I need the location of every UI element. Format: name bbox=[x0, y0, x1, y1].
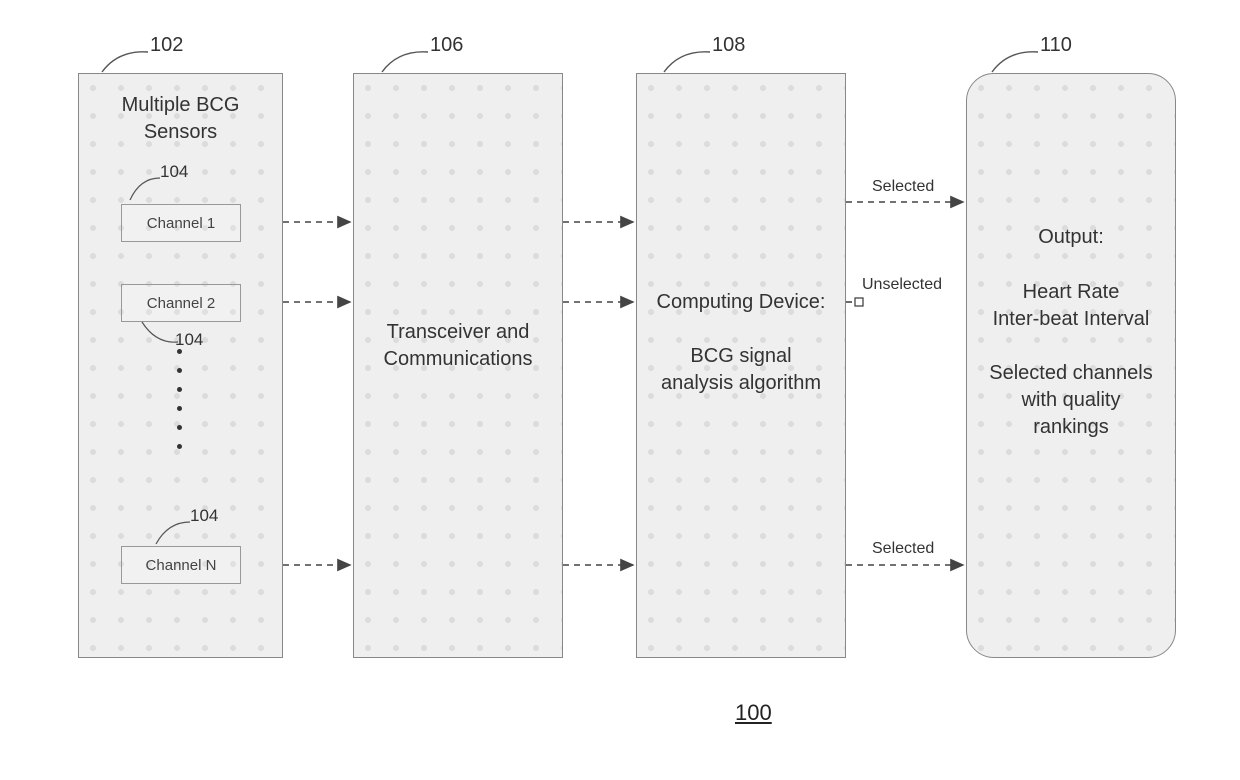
output-heading: Output: bbox=[967, 224, 1175, 251]
output-line-1: Heart Rate bbox=[1023, 281, 1120, 303]
channel-1-label: Channel 1 bbox=[147, 215, 215, 232]
channel-ellipsis bbox=[177, 349, 182, 449]
output-line-5: with quality bbox=[1022, 389, 1121, 411]
channel-2-box: Channel 2 bbox=[121, 284, 241, 322]
ref-110: 110 bbox=[1040, 34, 1072, 57]
channel-1-box: Channel 1 bbox=[121, 204, 241, 242]
leader-102 bbox=[100, 48, 150, 74]
output-line-2: Inter-beat Interval bbox=[993, 308, 1150, 330]
channel-n-box: Channel N bbox=[121, 546, 241, 584]
output-text: Heart Rate Inter-beat Interval Selected … bbox=[967, 279, 1175, 441]
arrow-label-selected-1: Selected bbox=[872, 178, 934, 196]
computing-line-4: analysis algorithm bbox=[661, 372, 821, 394]
ref-108: 108 bbox=[712, 34, 745, 57]
computing-line-3: BCG signal bbox=[690, 345, 791, 367]
leader-106 bbox=[380, 48, 430, 74]
transceiver-block: Transceiver and Communications bbox=[353, 73, 563, 658]
output-block: Output: Heart Rate Inter-beat Interval S… bbox=[966, 73, 1176, 658]
output-line-4: Selected channels bbox=[989, 362, 1152, 384]
ref-104-c: 104 bbox=[190, 506, 218, 526]
ref-106: 106 bbox=[430, 34, 463, 57]
leader-104-c bbox=[154, 518, 192, 546]
ref-104-a: 104 bbox=[160, 162, 188, 182]
sensors-block: Multiple BCG Sensors Channel 1 Channel 2… bbox=[78, 73, 283, 658]
transceiver-line-1: Transceiver and bbox=[387, 321, 530, 343]
computing-text: Computing Device: BCG signal analysis al… bbox=[637, 289, 845, 397]
leader-104-b bbox=[140, 320, 180, 348]
transceiver-text: Transceiver and Communications bbox=[354, 319, 562, 373]
ref-102: 102 bbox=[150, 34, 183, 57]
leader-108 bbox=[662, 48, 712, 74]
sensors-title: Multiple BCG Sensors bbox=[79, 92, 282, 146]
channel-2-label: Channel 2 bbox=[147, 295, 215, 312]
transceiver-line-2: Communications bbox=[384, 348, 533, 370]
arrow-label-unselected: Unselected bbox=[862, 276, 942, 294]
computing-line-1: Computing Device: bbox=[657, 291, 826, 313]
computing-block: Computing Device: BCG signal analysis al… bbox=[636, 73, 846, 658]
leader-104-a bbox=[128, 174, 162, 202]
leader-110 bbox=[990, 48, 1040, 74]
channel-n-label: Channel N bbox=[146, 557, 217, 574]
figure-number: 100 bbox=[735, 700, 772, 726]
output-line-6: rankings bbox=[1033, 416, 1109, 438]
arrow-label-selected-2: Selected bbox=[872, 540, 934, 558]
